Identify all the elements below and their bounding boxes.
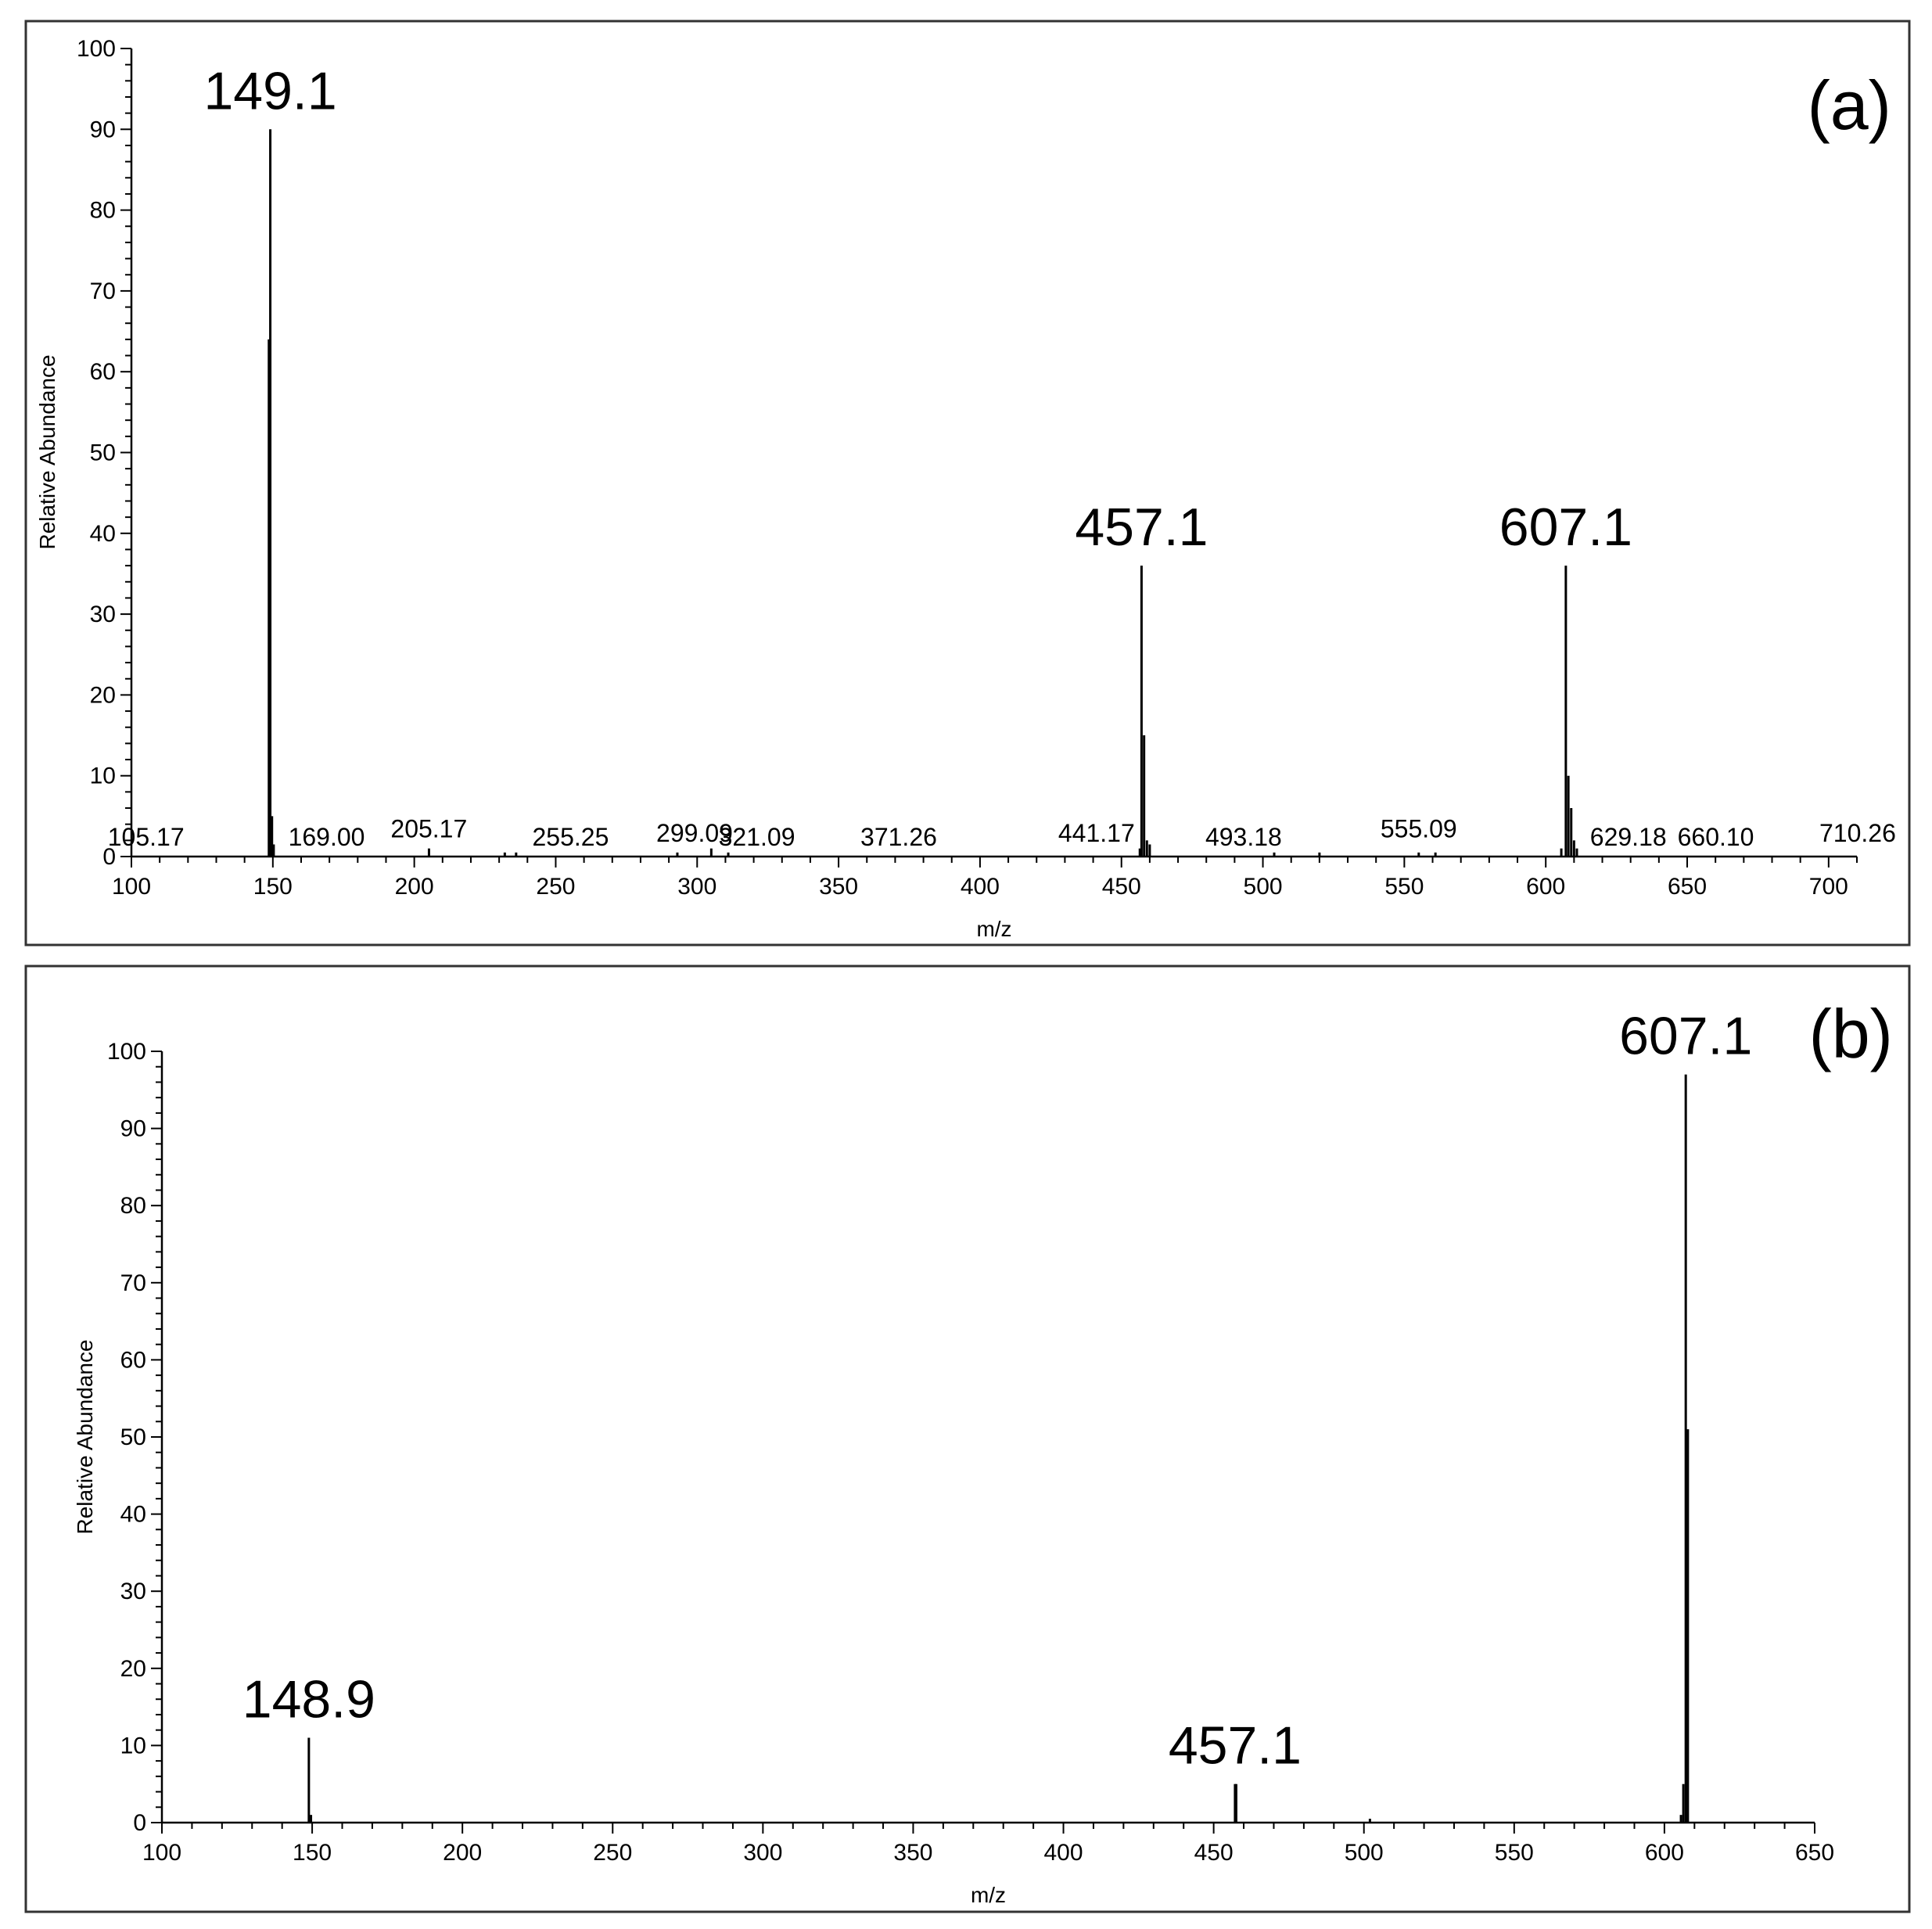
peak-annotation-a: 441.17 <box>1058 819 1135 847</box>
x-tick-label-a: 600 <box>1526 874 1565 900</box>
y-tick-label-b: 10 <box>120 1733 146 1758</box>
y-tick-label-b: 80 <box>120 1193 146 1219</box>
x-tick-label-a: 250 <box>536 874 575 900</box>
x-tick-label-a: 400 <box>961 874 1000 900</box>
x-tick-label-b: 600 <box>1645 1840 1684 1866</box>
x-tick-label-a: 200 <box>395 874 434 900</box>
y-tick-label-a: 40 <box>90 521 116 547</box>
x-tick-label-b: 150 <box>293 1840 332 1866</box>
y-tick-label-a: 30 <box>90 602 116 627</box>
major-peak-label-b: 457.1 <box>1169 1716 1302 1776</box>
panel-a-frame <box>24 20 1911 947</box>
x-axis-label-a: m/z <box>976 917 1011 941</box>
peak-annotation-a: 629.18 <box>1590 823 1667 851</box>
peak-annotation-a: 321.09 <box>719 823 795 851</box>
x-tick-label-b: 650 <box>1795 1840 1834 1866</box>
x-tick-label-b: 350 <box>893 1840 932 1866</box>
y-tick-label-a: 0 <box>102 844 116 870</box>
y-tick-label-a: 50 <box>90 440 116 466</box>
x-tick-label-b: 300 <box>743 1840 782 1866</box>
peak-annotation-a: 255.25 <box>533 823 609 851</box>
peak-annotation-a: 371.26 <box>860 823 937 851</box>
x-tick-label-a: 550 <box>1384 874 1424 900</box>
y-axis-label-b: Relative Abundance <box>73 1339 97 1534</box>
y-tick-label-a: 80 <box>90 198 116 224</box>
x-tick-label-a: 450 <box>1102 874 1141 900</box>
major-peak-label-b: 148.9 <box>242 1670 375 1730</box>
x-tick-label-b: 200 <box>443 1840 482 1866</box>
panel-b-frame <box>24 964 1911 1913</box>
major-peak-label-a: 457.1 <box>1075 498 1208 557</box>
peak-annotation-a: 710.26 <box>1819 819 1896 847</box>
peak-annotation-a: 660.10 <box>1678 823 1754 851</box>
y-tick-label-b: 20 <box>120 1656 146 1682</box>
x-tick-label-a: 150 <box>253 874 293 900</box>
peak-annotation-a: 205.17 <box>390 815 467 843</box>
panel-b: 0 10 20 30 40 50 60 70 80 90 100 100 150 200 250 300 350… <box>73 995 1893 1907</box>
x-tick-label-b: 450 <box>1194 1840 1234 1866</box>
y-tick-label-b: 40 <box>120 1502 146 1528</box>
x-axis-label-b: m/z <box>971 1883 1006 1907</box>
y-tick-label-a: 90 <box>90 117 116 142</box>
x-tick-label-b: 400 <box>1044 1840 1083 1866</box>
peak-annotation-a: 105.17 <box>108 823 185 851</box>
x-tick-label-a: 500 <box>1244 874 1283 900</box>
y-tick-label-a: 10 <box>90 763 116 789</box>
x-tick-label-a: 350 <box>819 874 858 900</box>
x-tick-label-b: 550 <box>1495 1840 1534 1866</box>
x-tick-label-b: 100 <box>142 1840 181 1866</box>
x-tick-label-a: 100 <box>112 874 151 900</box>
y-tick-label-a: 100 <box>77 36 116 62</box>
y-tick-label-b: 30 <box>120 1579 146 1604</box>
panel-label-a: (a) <box>1807 66 1891 144</box>
peak-annotation-a: 555.09 <box>1381 815 1457 843</box>
peak-annotation-a: 493.18 <box>1205 823 1282 851</box>
major-peak-label-a: 149.1 <box>203 61 336 120</box>
y-tick-label-b: 60 <box>120 1347 146 1373</box>
x-tick-label-b: 500 <box>1345 1840 1384 1866</box>
x-tick-label-a: 300 <box>677 874 716 900</box>
peak-annotation-a: 169.00 <box>289 823 365 851</box>
x-tick-label-a: 700 <box>1809 874 1848 900</box>
y-tick-label-a: 60 <box>90 359 116 385</box>
y-tick-label-b: 90 <box>120 1116 146 1142</box>
panel-a: 0 10 20 30 40 50 60 70 80 90 100 100 150 200 250 300 350… <box>35 36 1896 941</box>
y-axis-label-a: Relative Abundance <box>35 354 59 549</box>
major-peak-label-b: 607.1 <box>1619 1007 1752 1066</box>
y-tick-label-a: 20 <box>90 682 116 708</box>
x-tick-label-b: 250 <box>593 1840 632 1866</box>
y-tick-label-b: 100 <box>107 1039 146 1065</box>
y-tick-label-b: 0 <box>133 1810 146 1836</box>
major-peak-label-a: 607.1 <box>1499 498 1632 557</box>
y-tick-label-a: 70 <box>90 278 116 304</box>
y-tick-label-b: 50 <box>120 1424 146 1450</box>
y-tick-label-b: 70 <box>120 1270 146 1296</box>
x-tick-label-a: 650 <box>1668 874 1707 900</box>
panel-label-b: (b) <box>1808 995 1893 1072</box>
peak-annotation-a: 299.09 <box>656 819 733 847</box>
